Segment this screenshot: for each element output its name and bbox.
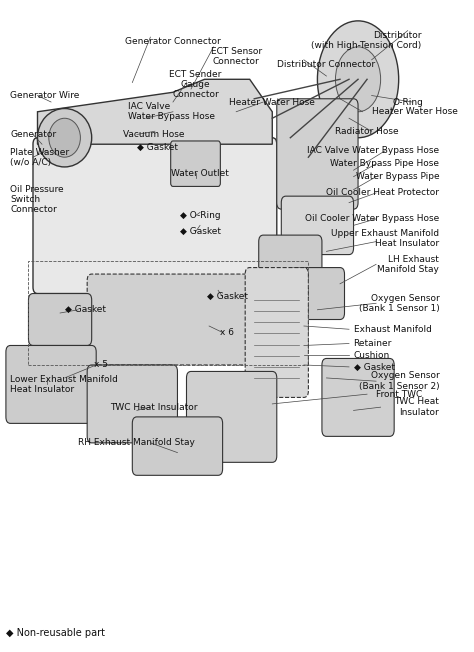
FancyBboxPatch shape	[277, 98, 358, 209]
FancyBboxPatch shape	[33, 138, 277, 293]
Text: O-Ring: O-Ring	[392, 98, 423, 106]
Text: ◆ Non-reusable part: ◆ Non-reusable part	[6, 628, 105, 638]
Text: Distributor
(with High-Tension Cord): Distributor (with High-Tension Cord)	[311, 31, 421, 50]
Text: Radiator Hose: Radiator Hose	[335, 126, 399, 136]
Text: Retainer: Retainer	[354, 339, 392, 348]
Text: Distributor Connector: Distributor Connector	[277, 60, 375, 69]
FancyBboxPatch shape	[259, 235, 322, 287]
Text: RH Exhaust Manifold Stay: RH Exhaust Manifold Stay	[78, 438, 195, 447]
Text: ECT Sensor
Connector: ECT Sensor Connector	[210, 47, 262, 67]
Text: ◆ O-Ring: ◆ O-Ring	[180, 211, 220, 220]
Text: ◆ Gasket: ◆ Gasket	[354, 363, 394, 372]
Text: Water Bypass Pipe Hose: Water Bypass Pipe Hose	[330, 159, 439, 168]
FancyBboxPatch shape	[171, 141, 220, 186]
Ellipse shape	[37, 108, 91, 167]
Text: Water Outlet: Water Outlet	[171, 169, 229, 178]
Text: TWC Heat
Insulator: TWC Heat Insulator	[394, 398, 439, 417]
FancyBboxPatch shape	[322, 359, 394, 436]
Text: Generator: Generator	[10, 130, 56, 139]
Text: Exhaust Manifold: Exhaust Manifold	[354, 325, 431, 334]
FancyBboxPatch shape	[291, 267, 345, 319]
Text: Heater Water Hose: Heater Water Hose	[229, 98, 315, 106]
Text: TWC Heat Insulator: TWC Heat Insulator	[110, 403, 197, 411]
Text: ◆ Gasket: ◆ Gasket	[180, 228, 220, 237]
Text: Water Bypass Pipe: Water Bypass Pipe	[356, 172, 439, 181]
Text: Vacuum Hose: Vacuum Hose	[123, 130, 185, 139]
FancyBboxPatch shape	[281, 196, 354, 254]
Text: Lower Exhaust Manifold
Heat Insulator: Lower Exhaust Manifold Heat Insulator	[10, 375, 118, 394]
Text: Oxygen Sensor
(Bank 1 Sensor 2): Oxygen Sensor (Bank 1 Sensor 2)	[359, 372, 439, 391]
Circle shape	[318, 21, 399, 138]
Text: ◆ Gasket: ◆ Gasket	[137, 143, 178, 152]
FancyBboxPatch shape	[186, 372, 277, 462]
FancyBboxPatch shape	[6, 346, 96, 423]
Text: IAC Valve
Water Bypass Hose: IAC Valve Water Bypass Hose	[128, 102, 215, 121]
Text: Plate Washer
(w/o A/C): Plate Washer (w/o A/C)	[10, 147, 70, 167]
FancyBboxPatch shape	[87, 365, 177, 443]
Text: x 6: x 6	[220, 328, 234, 337]
Text: Oil Cooler Water Bypass Hose: Oil Cooler Water Bypass Hose	[305, 215, 439, 224]
Text: Generator Wire: Generator Wire	[10, 91, 80, 100]
Text: Oil Pressure
Switch
Connector: Oil Pressure Switch Connector	[10, 185, 64, 215]
Text: Oxygen Sensor
(Bank 1 Sensor 1): Oxygen Sensor (Bank 1 Sensor 1)	[358, 293, 439, 313]
FancyBboxPatch shape	[132, 417, 223, 475]
Text: ◆ Gasket: ◆ Gasket	[64, 305, 106, 314]
Text: Cushion: Cushion	[354, 351, 390, 360]
Text: Generator Connector: Generator Connector	[125, 37, 221, 46]
Text: ECT Sender
Gauge
Connector: ECT Sender Gauge Connector	[169, 70, 222, 99]
Ellipse shape	[49, 118, 81, 157]
Text: Upper Exhaust Manifold
Heat Insulator: Upper Exhaust Manifold Heat Insulator	[331, 229, 439, 248]
Text: x 5: x 5	[94, 361, 108, 370]
Text: Oil Cooler Heat Protector: Oil Cooler Heat Protector	[326, 188, 439, 198]
Circle shape	[336, 47, 381, 111]
Text: Heater Water Hose: Heater Water Hose	[372, 108, 457, 116]
FancyBboxPatch shape	[28, 293, 91, 346]
FancyBboxPatch shape	[245, 267, 309, 398]
Text: LH Exhaust
Manifold Stay: LH Exhaust Manifold Stay	[377, 255, 439, 274]
Text: ◆ Gasket: ◆ Gasket	[207, 292, 247, 301]
Polygon shape	[37, 80, 272, 144]
FancyBboxPatch shape	[87, 274, 300, 365]
Text: Front TWC: Front TWC	[376, 390, 422, 398]
Text: IAC Valve Water Bypass Hose: IAC Valve Water Bypass Hose	[307, 146, 439, 155]
